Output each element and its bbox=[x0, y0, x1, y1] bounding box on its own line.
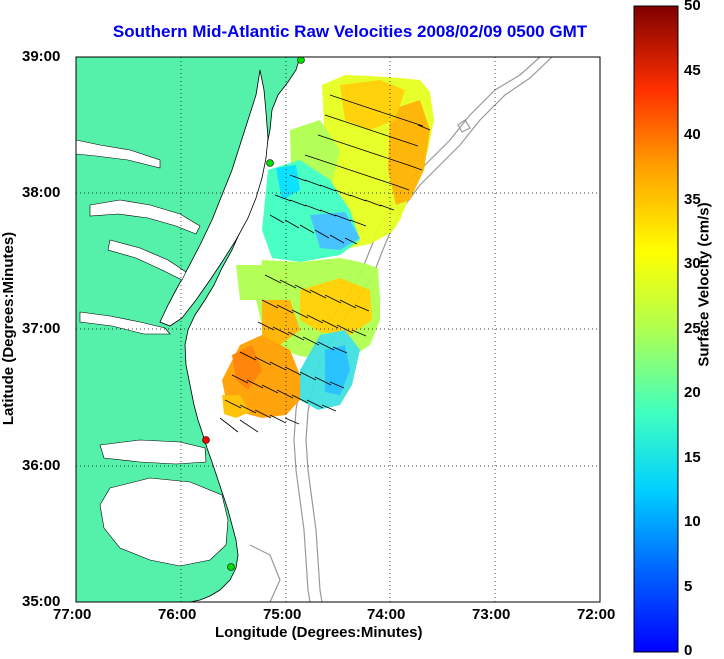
colorbar-tick: 40 bbox=[684, 126, 701, 143]
station-marker bbox=[202, 436, 210, 444]
pamlico-sound bbox=[99, 477, 229, 567]
colorbar-tick: 30 bbox=[684, 255, 701, 272]
y-tick-label: 39:00 bbox=[22, 48, 61, 65]
colorbar-tick: 5 bbox=[684, 578, 693, 595]
station-marker bbox=[266, 159, 274, 167]
station-marker bbox=[227, 563, 235, 571]
rappahannock-river bbox=[107, 239, 187, 281]
grid-lines bbox=[76, 57, 600, 602]
y-tick-label: 35:00 bbox=[22, 593, 61, 610]
x-tick-label: 72:00 bbox=[577, 606, 616, 623]
station-marker bbox=[297, 57, 305, 64]
x-tick-label: 77:00 bbox=[53, 606, 92, 623]
colorbar-tick: 25 bbox=[684, 320, 701, 337]
colorbar-tick: 45 bbox=[684, 62, 701, 79]
y-tick-label: 38:00 bbox=[22, 184, 61, 201]
colorbar-tick: 0 bbox=[684, 642, 693, 659]
plot-border bbox=[75, 56, 601, 603]
colorbar-tick: 50 bbox=[684, 0, 701, 14]
potomac-river bbox=[89, 199, 201, 235]
colorbar-tick: 35 bbox=[684, 191, 701, 208]
x-tick-label: 76:00 bbox=[158, 606, 197, 623]
colorbar-tick: 15 bbox=[684, 449, 701, 466]
map-title: Southern Mid-Atlantic Raw Velocities 200… bbox=[112, 22, 588, 41]
james-river bbox=[79, 311, 171, 335]
albemarle-sound bbox=[99, 439, 207, 465]
colorbar-tick: 20 bbox=[684, 384, 701, 401]
colorbar-label: Surface Velocity (cm/s) bbox=[695, 202, 713, 367]
colorbar bbox=[633, 5, 679, 653]
y-axis-label: Latitude (Degrees:Minutes) bbox=[0, 231, 18, 426]
delaware-bay bbox=[76, 139, 161, 169]
colorbar-tick: 10 bbox=[684, 513, 701, 530]
velocity-field bbox=[222, 75, 434, 418]
x-axis-label: Longitude (Degrees:Minutes) bbox=[215, 624, 423, 641]
y-tick-label: 37:00 bbox=[22, 320, 61, 337]
x-tick-label: 75:00 bbox=[263, 606, 302, 623]
x-tick-label: 74:00 bbox=[367, 606, 406, 623]
x-tick-label: 73:00 bbox=[472, 606, 511, 623]
y-tick-label: 36:00 bbox=[22, 457, 61, 474]
chesapeake-bay bbox=[159, 69, 269, 327]
